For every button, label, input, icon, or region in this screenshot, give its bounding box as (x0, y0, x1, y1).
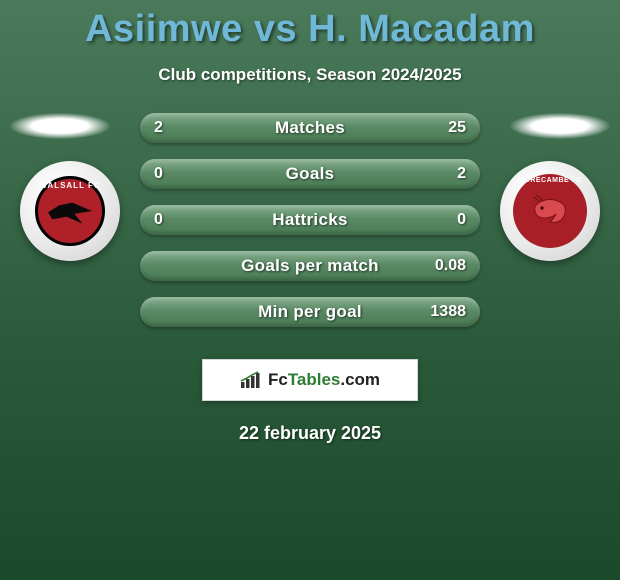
spotlight-right (510, 113, 610, 139)
brand-text: FcTables.com (268, 370, 380, 390)
brand-highlight: Tables (288, 370, 341, 389)
comparison-area: WALSALL FC MORECAMBE FC 2 Matches 25 0 Goals… (0, 113, 620, 343)
stat-label: Matches (275, 118, 345, 138)
crest-right-label: MORECAMBE FC (513, 177, 587, 184)
stat-row: 2 Matches 25 (140, 113, 480, 143)
stat-left-value: 0 (154, 165, 163, 183)
crest-left-inner: WALSALL FC (35, 176, 105, 246)
brand-box[interactable]: FcTables.com (202, 359, 418, 401)
swift-icon (48, 197, 92, 225)
stat-label: Hattricks (272, 210, 347, 230)
stat-row: 0 Goals 2 (140, 159, 480, 189)
spotlight-left (10, 113, 110, 139)
shrimp-icon (530, 194, 570, 228)
bar-chart-icon (240, 371, 262, 389)
crest-right-inner: MORECAMBE FC (513, 174, 587, 248)
club-crest-left: WALSALL FC (20, 161, 120, 261)
stat-right-value: 0.08 (435, 257, 466, 275)
stat-label: Goals (286, 164, 335, 184)
stat-row: 0 Hattricks 0 (140, 205, 480, 235)
stat-right-value: 1388 (430, 303, 466, 321)
stat-right-value: 2 (457, 165, 466, 183)
stat-right-value: 25 (448, 119, 466, 137)
brand-suffix: .com (340, 370, 380, 389)
date: 22 february 2025 (0, 423, 620, 444)
stat-label: Min per goal (258, 302, 362, 322)
stat-row: Goals per match 0.08 (140, 251, 480, 281)
stat-bars: 2 Matches 25 0 Goals 2 0 Hattricks 0 Goals per ma… (140, 113, 480, 343)
crest-left-label: WALSALL FC (38, 181, 102, 190)
page-title: Asiimwe vs H. Macadam (0, 0, 620, 51)
subtitle: Club competitions, Season 2024/2025 (0, 65, 620, 85)
stat-label: Goals per match (241, 256, 379, 276)
stat-left-value: 2 (154, 119, 163, 137)
brand-prefix: Fc (268, 370, 288, 389)
club-crest-right: MORECAMBE FC (500, 161, 600, 261)
stat-row: Min per goal 1388 (140, 297, 480, 327)
stat-right-value: 0 (457, 211, 466, 229)
stat-left-value: 0 (154, 211, 163, 229)
